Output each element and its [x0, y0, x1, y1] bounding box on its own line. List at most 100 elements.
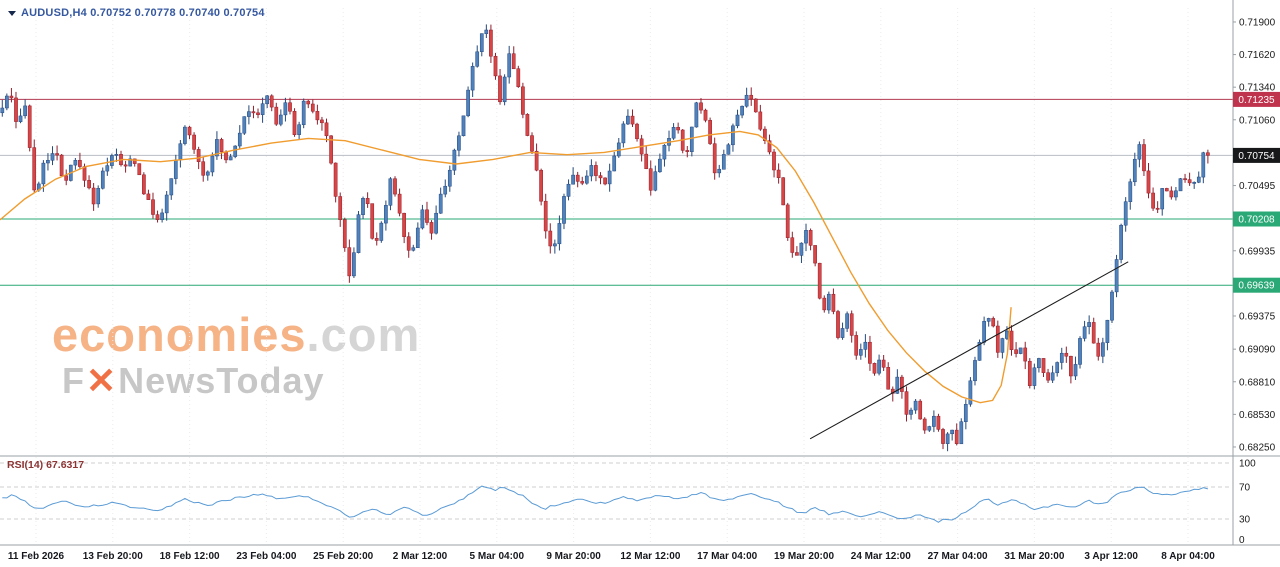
candle-body — [699, 102, 703, 111]
price-tick-label: 0.69090 — [1239, 345, 1276, 356]
date-axis-label: 2 Mar 12:00 — [393, 551, 448, 562]
candle-body — [941, 429, 945, 444]
candle-body — [269, 95, 274, 108]
candle-body — [945, 433, 950, 444]
candle-body — [849, 313, 854, 336]
date-axis-label: 24 Mar 12:00 — [851, 551, 911, 562]
candle-body — [753, 98, 758, 113]
candle-body — [589, 165, 594, 177]
candle-body — [374, 238, 379, 241]
candle-body — [927, 426, 932, 431]
candle-body — [790, 237, 795, 253]
date-axis-label: 27 Mar 04:00 — [928, 551, 988, 562]
candle-body — [415, 227, 420, 248]
candle-body — [676, 127, 680, 131]
candle-body — [717, 168, 722, 174]
symbol-ohlc-header[interactable]: AUDUSD,H4 0.70752 0.70778 0.70740 0.7075… — [8, 7, 265, 19]
candle-body — [1018, 347, 1023, 354]
candle-body — [808, 230, 813, 246]
candle-body — [96, 188, 101, 205]
candle-body — [712, 143, 717, 174]
candle-body — [306, 100, 311, 105]
candle-body — [347, 247, 352, 277]
candle-body — [799, 242, 804, 256]
date-axis-label: 3 Apr 12:00 — [1084, 551, 1138, 562]
candle-body — [1023, 347, 1028, 362]
price-tick-label: 0.71620 — [1239, 50, 1276, 61]
candle-body — [114, 154, 119, 156]
candle-body — [986, 318, 991, 322]
candle-body — [333, 162, 338, 197]
candle-body — [877, 359, 881, 374]
candle-body — [429, 222, 434, 234]
candle-body — [1064, 352, 1069, 357]
candle-body — [365, 198, 370, 204]
candle-body — [475, 51, 480, 67]
candle-body — [388, 178, 393, 206]
candle-body — [183, 126, 187, 144]
candle-body — [14, 97, 18, 122]
candle-body — [1132, 158, 1137, 183]
candle-body — [913, 400, 918, 411]
candle-body — [155, 214, 160, 220]
price-badge — [1233, 211, 1280, 227]
candle-body — [215, 139, 219, 157]
candle-body — [196, 149, 201, 162]
candle-body — [87, 180, 91, 189]
candle-body — [571, 174, 575, 185]
date-axis-label: 11 Feb 2026 — [8, 551, 65, 562]
candle-body — [854, 335, 859, 356]
candle-body — [393, 178, 397, 195]
symbol-ohlc-text: AUDUSD,H4 0.70752 0.70778 0.70740 0.7075… — [21, 7, 265, 19]
candle-body — [918, 400, 923, 420]
date-axis-label: 8 Apr 04:00 — [1161, 551, 1215, 562]
candle-body — [845, 313, 849, 329]
candle-body — [708, 120, 712, 144]
candle-body — [338, 196, 343, 220]
date-axis-label: 9 Mar 20:00 — [546, 551, 601, 562]
candle-body — [1101, 342, 1105, 357]
candle-body — [995, 325, 1000, 353]
candle-body — [1155, 207, 1160, 210]
candle-body — [219, 139, 224, 153]
candle-body — [982, 321, 986, 343]
candle-body — [489, 29, 493, 57]
date-axis-label: 18 Feb 12:00 — [160, 551, 220, 562]
candle-body — [703, 109, 708, 121]
candle-body — [580, 181, 585, 184]
candle-body — [566, 183, 571, 197]
candle-body — [511, 53, 516, 70]
candle-body — [644, 153, 649, 169]
candle-body — [1206, 152, 1210, 156]
price-tick-label: 0.69935 — [1239, 246, 1276, 257]
candle-body — [1105, 319, 1110, 343]
candle-body — [1014, 349, 1018, 354]
candle-body — [1174, 190, 1178, 198]
candle-body — [968, 380, 973, 405]
candle-body — [137, 163, 142, 176]
candle-body — [1169, 190, 1174, 198]
rsi-tick-label: 100 — [1239, 459, 1256, 470]
candle-body — [146, 193, 151, 200]
price-tick-label: 0.70495 — [1239, 181, 1276, 192]
date-axis-label: 5 Mar 04:00 — [470, 551, 525, 562]
candle-body — [767, 140, 772, 153]
candle-body — [1151, 192, 1155, 209]
candle-body — [466, 89, 470, 117]
candle-body — [973, 360, 977, 382]
candle-body — [105, 165, 110, 172]
candle-body — [836, 311, 840, 338]
candle-body — [251, 111, 256, 114]
candle-body — [27, 105, 32, 148]
candle-body — [1069, 355, 1073, 377]
candle-body — [991, 318, 996, 327]
candle-body — [1164, 188, 1169, 192]
candle-body — [909, 409, 913, 415]
candle-body — [23, 105, 27, 117]
moving-average-line — [0, 130, 1012, 404]
candle-body — [840, 328, 845, 338]
candle-body — [772, 151, 776, 171]
candle-body — [648, 168, 653, 191]
